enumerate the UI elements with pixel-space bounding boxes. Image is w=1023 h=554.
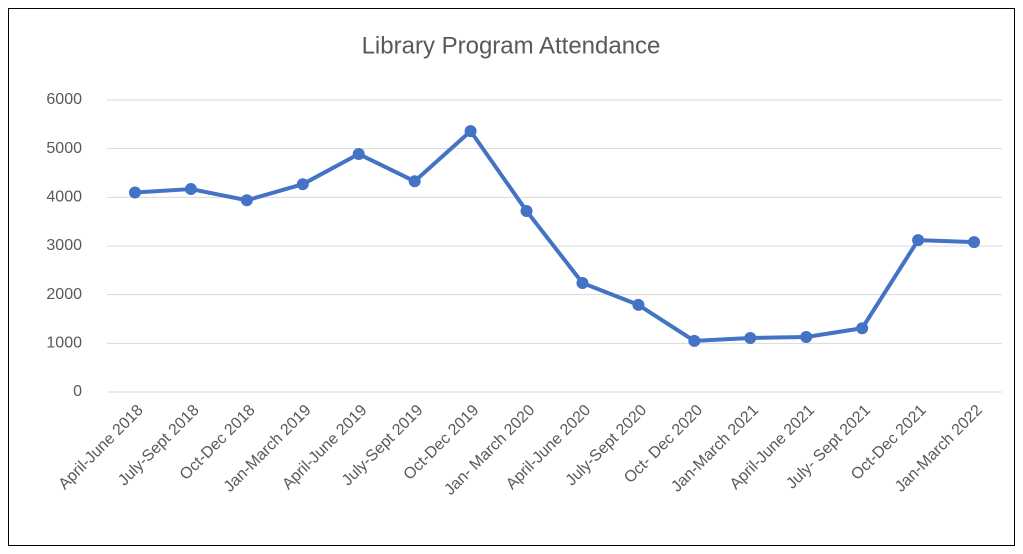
marker xyxy=(632,298,645,311)
marker xyxy=(912,234,925,247)
marker xyxy=(352,148,365,161)
y-tick-label: 3000 xyxy=(46,237,82,254)
chart-title: Library Program Attendance xyxy=(362,32,661,59)
y-tick-label: 1000 xyxy=(46,335,82,352)
marker xyxy=(128,186,141,199)
marker xyxy=(856,322,869,335)
marker xyxy=(184,183,197,196)
marker xyxy=(464,125,477,138)
y-tick-label: 4000 xyxy=(46,189,82,206)
line xyxy=(134,129,975,343)
marker xyxy=(520,204,533,217)
chart-border xyxy=(8,8,1015,546)
marker xyxy=(800,331,813,344)
y-tick-label: 5000 xyxy=(46,140,82,157)
y-tick-label: 6000 xyxy=(46,91,82,108)
marker xyxy=(408,175,421,188)
marker xyxy=(296,178,309,191)
marker xyxy=(576,276,589,289)
y-tick-label: 0 xyxy=(73,383,82,400)
y-tick-label: 2000 xyxy=(46,286,82,303)
marker xyxy=(688,334,701,347)
marker xyxy=(744,331,757,344)
marker xyxy=(968,236,981,249)
marker xyxy=(240,194,253,207)
